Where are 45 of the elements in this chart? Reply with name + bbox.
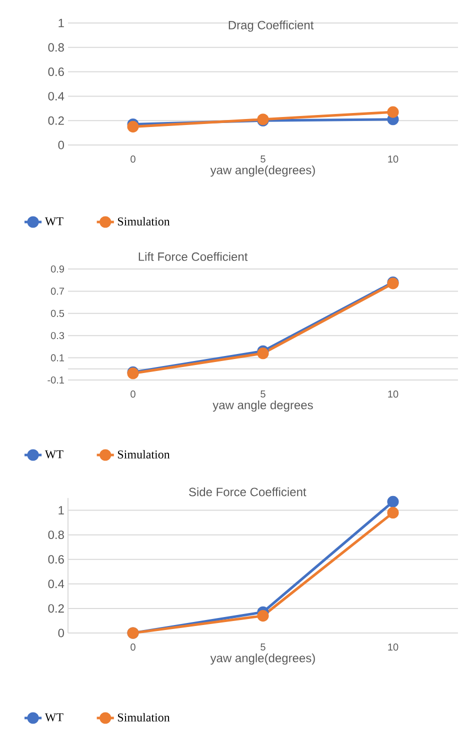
y-tick-label: 1 <box>58 18 64 28</box>
legend-label: Simulation <box>118 450 170 459</box>
legend-label: Simulation <box>118 713 170 722</box>
x-tick-label: 10 <box>388 644 398 651</box>
point <box>387 506 399 519</box>
x-tick-label: 0 <box>130 644 136 651</box>
y-tick-label: 0 <box>58 628 64 638</box>
y-tick-label: 0.8 <box>48 43 64 52</box>
y-tick-label: 0.7 <box>50 288 64 295</box>
y-tick-label: 0 <box>58 140 64 150</box>
y-tick-label: 0.8 <box>48 530 64 540</box>
y-tick-label: 0.2 <box>48 604 64 613</box>
x-tick-label: 10 <box>388 156 398 163</box>
point <box>127 120 139 133</box>
y-tick-label: -0.1 <box>48 376 64 384</box>
y-tick-label: 0.9 <box>50 265 64 273</box>
y-tick-label: 0.6 <box>48 68 64 76</box>
x-tick-label: 5 <box>260 390 266 398</box>
x-tick-label: 10 <box>388 390 398 398</box>
x-axis-title: yaw angle(degrees) <box>210 165 315 177</box>
point <box>257 610 269 622</box>
x-tick-label: 5 <box>260 644 266 650</box>
y-tick-label: 0.3 <box>50 332 64 340</box>
x-axis-title: yaw angle degrees <box>212 400 313 412</box>
point <box>257 348 269 360</box>
point <box>387 106 399 118</box>
chart-title: Drag Coefficient <box>228 20 314 32</box>
point <box>387 496 399 508</box>
legend-label: WT <box>44 217 64 226</box>
x-tick-label: 5 <box>260 156 266 163</box>
x-tick-label: 0 <box>130 390 136 398</box>
y-tick-label: 0.6 <box>48 555 64 564</box>
y-tick-label: 0.4 <box>48 92 64 100</box>
x-tick-label: 0 <box>130 156 136 163</box>
x-axis-title: yaw angle(degrees) <box>210 653 315 665</box>
y-tick-label: 0.4 <box>48 580 64 588</box>
chart-title: Side Force Coefficient <box>189 487 306 496</box>
legend-label: WT <box>44 713 64 722</box>
legend-label: WT <box>44 450 64 458</box>
y-tick-label: 0.5 <box>50 310 64 317</box>
chart-title: Lift Force Coefficient <box>138 252 248 261</box>
y-tick-label: 0.1 <box>50 354 64 362</box>
y-tick-label: 0.2 <box>48 116 64 125</box>
y-tick-label: 1 <box>58 506 64 514</box>
legend-label: Simulation <box>118 217 170 226</box>
